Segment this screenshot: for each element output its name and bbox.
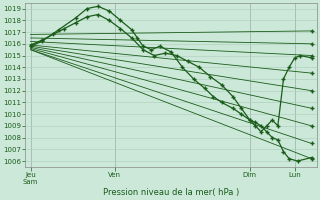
X-axis label: Pression niveau de la mer( hPa ): Pression niveau de la mer( hPa ) bbox=[103, 188, 239, 197]
